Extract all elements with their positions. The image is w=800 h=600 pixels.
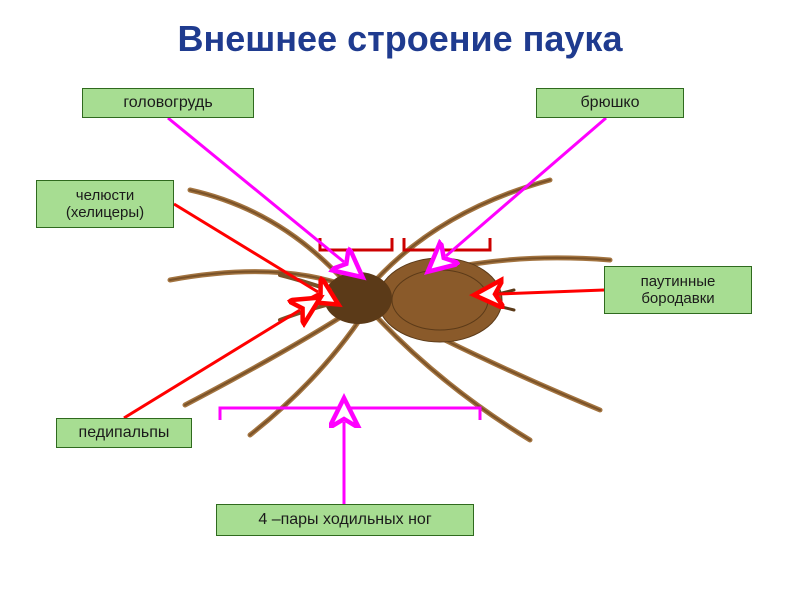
spider-figure [130,170,670,450]
page-title: Внешнее строение паука [0,18,800,60]
label-abdomen-text: брюшко [581,94,640,112]
label-legs: 4 –пары ходильных ног [216,504,474,536]
label-pedipalps-text: педипальпы [79,424,170,442]
label-cephalothorax-text: головогрудь [123,94,212,112]
title-text: Внешнее строение паука [178,18,623,59]
spider-svg [130,170,670,450]
label-abdomen: брюшко [536,88,684,118]
label-spinnerets: паутинные бородавки [604,266,752,314]
label-pedipalps: педипальпы [56,418,192,448]
label-spinnerets-text: паутинные бородавки [641,273,716,308]
label-chelicerae-text: челюсти (хелицеры) [66,187,144,222]
label-cephalothorax: головогрудь [82,88,254,118]
label-chelicerae: челюсти (хелицеры) [36,180,174,228]
label-legs-text: 4 –пары ходильных ног [258,511,431,529]
